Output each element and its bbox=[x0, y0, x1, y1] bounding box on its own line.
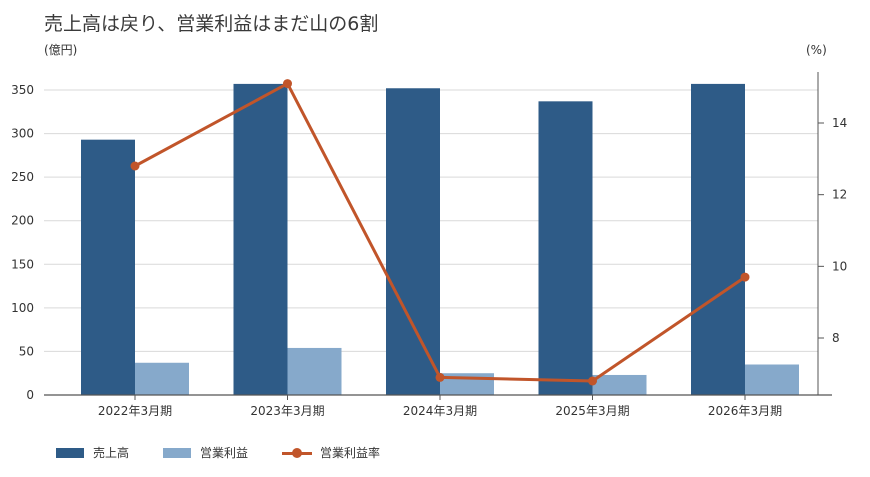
right-axis-unit: (%) bbox=[806, 43, 827, 57]
legend-swatch-sales bbox=[56, 447, 84, 458]
y-right-tick-label: 8 bbox=[832, 331, 840, 345]
point-operating-margin bbox=[435, 372, 445, 382]
bar-series bbox=[81, 83, 799, 396]
point-operating-margin bbox=[283, 79, 292, 89]
bar-sales bbox=[538, 101, 593, 395]
bar-sales bbox=[233, 83, 288, 396]
y-right-tick-label: 14 bbox=[832, 116, 847, 130]
bar-operating-profit bbox=[135, 362, 189, 395]
bar-sales bbox=[386, 88, 440, 395]
legend-label-operating-profit: 営業利益 bbox=[200, 446, 249, 460]
y-left-tick-label: 150 bbox=[11, 257, 34, 271]
chart-title: 売上高は戻り、営業利益はまだ山の6割 bbox=[44, 13, 379, 35]
axes: 0 50 100 150 200 250 300 350 8 10 12 14 2022年3月期 2023… bbox=[11, 72, 847, 418]
y-right-tick-label: 10 bbox=[832, 259, 847, 273]
y-left-tick-label: 350 bbox=[11, 83, 34, 97]
bar-operating-profit bbox=[745, 364, 799, 395]
legend-swatch-operating-margin bbox=[282, 447, 313, 459]
y-left-tick-label: 50 bbox=[19, 344, 34, 358]
y-left-tick-label: 0 bbox=[26, 388, 34, 402]
legend-swatch-operating-profit bbox=[163, 447, 192, 458]
x-tick-label: 2023年3月期 bbox=[250, 404, 324, 418]
legend-item-sales: 売上高 bbox=[56, 444, 129, 461]
y-left-tick-label: 100 bbox=[11, 301, 34, 315]
y-right-tick-label: 12 bbox=[832, 188, 847, 202]
y-left-tick-label: 300 bbox=[11, 127, 34, 141]
legend: 売上高 営業利益 営業利益率 bbox=[56, 444, 414, 461]
bar-operating-profit bbox=[592, 374, 647, 395]
x-tick-label: 2024年3月期 bbox=[403, 404, 477, 418]
y-left-tick-label: 250 bbox=[11, 170, 34, 184]
x-tick-label: 2026年3月期 bbox=[708, 404, 782, 418]
point-operating-margin bbox=[740, 272, 750, 282]
line-series bbox=[130, 79, 750, 386]
bar-operating-profit bbox=[287, 347, 342, 395]
legend-label-operating-margin: 営業利益率 bbox=[320, 446, 381, 460]
y-left-tick-label: 200 bbox=[11, 214, 34, 228]
left-axis-unit: (億円) bbox=[44, 43, 77, 57]
legend-label-sales: 売上高 bbox=[93, 446, 130, 460]
bar-sales bbox=[691, 83, 745, 396]
x-tick-label: 2022年3月期 bbox=[98, 404, 172, 418]
x-tick-label: 2025年3月期 bbox=[555, 404, 629, 418]
point-operating-margin bbox=[588, 376, 597, 386]
bar-sales bbox=[81, 139, 135, 395]
legend-item-operating-profit: 営業利益 bbox=[163, 444, 248, 461]
point-operating-margin bbox=[130, 161, 140, 171]
legend-item-operating-margin: 営業利益率 bbox=[282, 444, 380, 461]
